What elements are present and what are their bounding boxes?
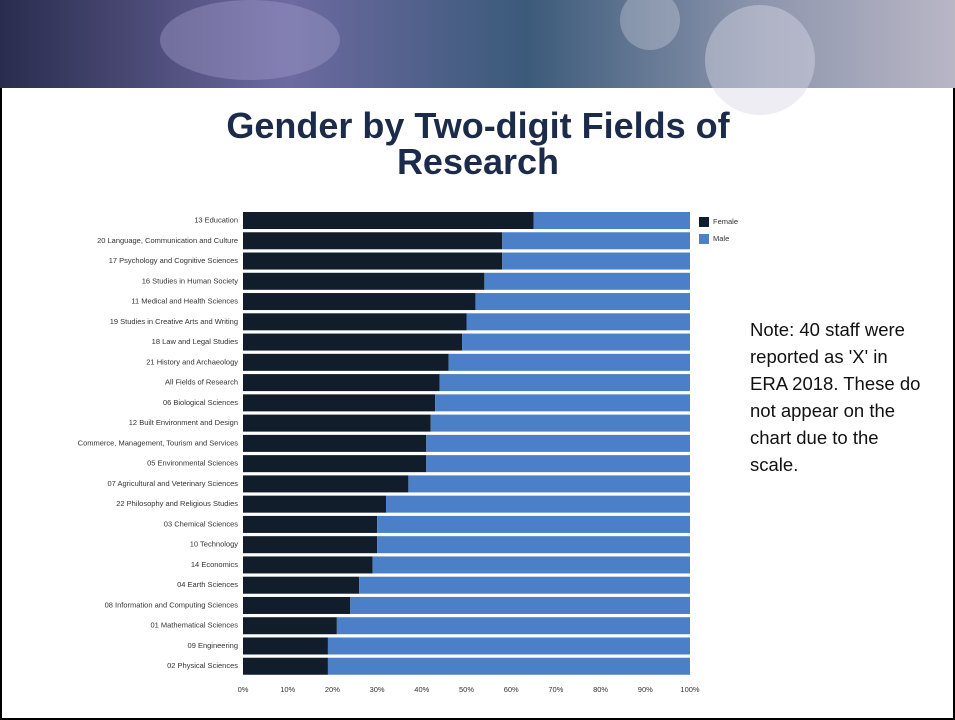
x-tick-label: 60% xyxy=(504,685,519,694)
bar-segment xyxy=(243,455,427,473)
bar-segment xyxy=(466,313,690,331)
y-tick-label: 05 Environmental Sciences xyxy=(147,459,238,468)
y-tick-label: 19 Studies in Creative Arts and Writing xyxy=(110,317,238,326)
bar-segment xyxy=(243,657,328,675)
bar-segment xyxy=(243,252,503,270)
y-tick-label: 11 Medical and Health Sciences xyxy=(131,297,238,306)
y-tick-label: 01 Mathematical Sciences xyxy=(150,621,238,630)
x-tick-label: 0% xyxy=(238,685,249,694)
y-tick-label: 10 Technology xyxy=(190,540,238,549)
bar-segment xyxy=(435,394,690,412)
x-tick-label: 50% xyxy=(459,685,474,694)
bar-segment xyxy=(359,576,690,594)
x-tick-label: 30% xyxy=(370,685,385,694)
bar-segment xyxy=(243,495,387,513)
x-tick-label: 40% xyxy=(414,685,429,694)
y-tick-label: 06 Biological Sciences xyxy=(163,398,238,407)
bar-segment xyxy=(243,536,378,554)
bar-segment xyxy=(243,353,449,371)
bar-segment xyxy=(243,434,427,452)
x-tick-label: 10% xyxy=(280,685,295,694)
y-tick-label: 02 Physical Sciences xyxy=(167,661,238,670)
y-tick-label: 09 Engineering xyxy=(188,641,238,650)
bar-segment xyxy=(350,596,690,614)
bar-segment xyxy=(243,617,337,635)
bar-segment xyxy=(243,475,409,493)
y-tick-label: 12 Built Environment and Design xyxy=(129,418,238,427)
bar-segment xyxy=(243,313,467,331)
y-tick-label: 07 Agricultural and Veterinary Sciences xyxy=(108,479,239,488)
y-tick-label: 17 Psychology and Cognitive Sciences xyxy=(109,256,238,265)
bar-segment xyxy=(243,576,360,594)
bar-segment xyxy=(243,414,431,432)
bar-segment xyxy=(243,232,503,250)
bar-segment xyxy=(243,374,440,392)
bar-segment xyxy=(430,414,690,432)
x-tick-label: 100% xyxy=(680,685,700,694)
header-banner xyxy=(0,0,955,88)
x-tick-label: 90% xyxy=(638,685,653,694)
x-tick-label: 70% xyxy=(548,685,563,694)
bar-segment xyxy=(502,232,690,250)
chart-title: Gender by Two-digit Fields of Research xyxy=(226,105,730,182)
y-tick-label: 21 History and Archaeology xyxy=(146,357,238,366)
bar-segment xyxy=(243,293,476,311)
bar-segment xyxy=(426,434,690,452)
bar-segment xyxy=(377,515,690,533)
header-decoration xyxy=(705,5,815,115)
y-tick-label: 18 Law and Legal Studies xyxy=(152,337,239,346)
bar-segment xyxy=(243,596,351,614)
y-tick-label: 08 Information and Computing Sciences xyxy=(105,600,239,609)
bar-segment xyxy=(448,353,690,371)
y-tick-label: 20 Language, Communication and Culture xyxy=(97,236,238,245)
y-tick-label: Commerce, Management, Tourism and Servic… xyxy=(78,438,239,447)
y-tick-label: All Fields of Research xyxy=(165,378,238,387)
bar-segment xyxy=(377,536,690,554)
bar-segment xyxy=(243,212,534,230)
header-decoration xyxy=(160,0,340,80)
bar-segment xyxy=(439,374,690,392)
bar-segment xyxy=(484,272,690,290)
bar-segment xyxy=(533,212,690,230)
bar-segment xyxy=(243,556,373,574)
bar-segment xyxy=(243,272,485,290)
bar-segment xyxy=(426,455,690,473)
x-tick-label: 20% xyxy=(325,685,340,694)
bar-segment xyxy=(243,515,378,533)
y-tick-label: 14 Economics xyxy=(191,560,238,569)
bar-segment xyxy=(502,252,690,270)
y-tick-label: 03 Chemical Sciences xyxy=(164,519,238,528)
bar-segment xyxy=(372,556,690,574)
y-tick-label: 04 Earth Sciences xyxy=(177,580,238,589)
y-tick-label: 13 Education xyxy=(194,215,238,224)
legend-swatch xyxy=(699,217,709,227)
bar-segment xyxy=(243,637,328,655)
bar-segment xyxy=(462,333,690,351)
bar-segment xyxy=(327,637,690,655)
legend-swatch xyxy=(699,234,709,244)
bar-segment xyxy=(475,293,690,311)
bar-segment xyxy=(327,657,690,675)
bar-segment xyxy=(243,333,463,351)
annotation: Note: 40 staff were reported as 'X' in E… xyxy=(750,319,921,475)
legend-label: Male xyxy=(713,234,729,243)
legend-label: Female xyxy=(713,217,738,226)
bar-segment xyxy=(336,617,690,635)
bar-segment xyxy=(243,394,436,412)
bar-segment xyxy=(408,475,690,493)
header-decoration xyxy=(620,0,680,50)
x-tick-label: 80% xyxy=(593,685,608,694)
y-tick-label: 16 Studies in Human Society xyxy=(142,276,239,285)
bar-segment xyxy=(386,495,690,513)
y-tick-label: 22 Philosophy and Religious Studies xyxy=(116,499,238,508)
